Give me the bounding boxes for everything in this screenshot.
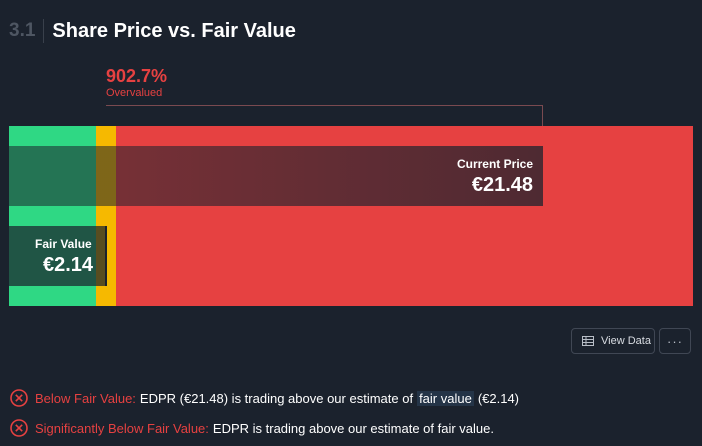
overvalued-label: Overvalued [106, 87, 163, 99]
check-text: EDPR (€21.48) is trading above our estim… [139, 390, 414, 406]
current-price-bar: Current Price €21.48 [9, 146, 543, 206]
fair-value-label: Fair Value [35, 237, 92, 251]
valuation-chart: Current Price €21.48 Fair Value €2.14 [9, 126, 693, 306]
x-circle-icon [10, 419, 28, 437]
x-circle-icon [10, 389, 28, 407]
current-price-value: €21.48 [471, 174, 533, 196]
check-text: EDPR is trading above our estimate of fa… [212, 420, 494, 436]
table-icon [582, 336, 594, 346]
view-data-button[interactable]: View Data [571, 328, 655, 354]
overvalued-percent: 902.7% [106, 66, 168, 86]
fair-value-value: €2.14 [43, 254, 94, 276]
check-significantly-below-fair-value: Significantly Below Fair Value: EDPR is … [10, 419, 494, 437]
check-title: Below Fair Value: [35, 390, 136, 406]
fair-value-bar: Fair Value €2.14 [9, 226, 107, 286]
view-data-label: View Data [601, 335, 651, 347]
more-options-button[interactable]: ··· [659, 328, 691, 354]
section-header: 3.1 Share Price vs. Fair Value [9, 19, 296, 43]
section-title: Share Price vs. Fair Value [52, 19, 296, 42]
current-price-label: Current Price [456, 157, 533, 171]
check-text-after: (€2.14) [477, 390, 520, 406]
header-divider [43, 19, 45, 43]
section-number: 3.1 [9, 20, 36, 41]
fair-value-link[interactable]: fair value [417, 390, 474, 406]
check-title: Significantly Below Fair Value: [35, 420, 209, 436]
check-below-fair-value: Below Fair Value: EDPR (€21.48) is tradi… [10, 389, 519, 407]
more-icon: ··· [667, 333, 683, 349]
